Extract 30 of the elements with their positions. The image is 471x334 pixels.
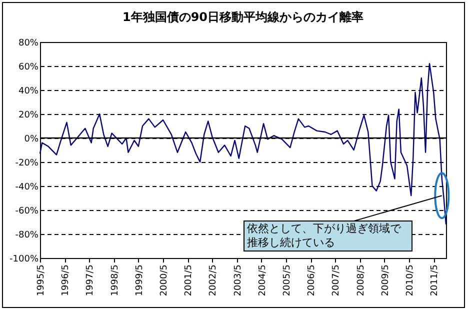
x-tick-label: 2005/5	[282, 264, 293, 296]
x-tick-label: 2003/5	[233, 264, 244, 296]
x-tick-label: 2008/5	[356, 264, 366, 296]
x-tick-label: 2011/5	[430, 264, 440, 296]
y-tick-label: -20%	[15, 158, 39, 168]
line-series	[39, 63, 447, 225]
y-tick-label: -40%	[15, 182, 39, 192]
x-tick-label: 2002/5	[208, 264, 219, 296]
x-tick-label: 2006/5	[307, 264, 318, 296]
y-tick-label: 40%	[18, 86, 39, 96]
x-tick-label: 1999/5	[134, 264, 145, 296]
y-tick-label: -60%	[15, 206, 39, 216]
x-tick-label: 1997/5	[86, 264, 96, 296]
y-tick-label: -80%	[15, 230, 39, 240]
x-tick-label: 2009/5	[380, 264, 391, 296]
x-tick-label: 1998/5	[110, 264, 120, 296]
x-tick-label: 1995/5	[36, 264, 46, 296]
x-tick-label: 1996/5	[61, 264, 72, 296]
y-tick-label: 60%	[18, 62, 39, 72]
x-tick-label: 2001/5	[184, 264, 194, 296]
x-tick-label: 2007/5	[332, 264, 342, 296]
y-tick-label: 80%	[18, 38, 39, 48]
annotation: 依然として、下がり過ぎ領域で推移し続けている	[247, 222, 402, 249]
y-tick-label: 0%	[24, 134, 39, 144]
x-tick-label: 2000/5	[160, 264, 170, 296]
x-tick-label: 2004/5	[258, 264, 268, 296]
y-tick-label: 20%	[18, 110, 39, 120]
y-tick-label: -100%	[10, 254, 39, 264]
chart-title: 1年独国債の90日移動平均線からのカイ離率	[122, 10, 364, 24]
x-tick-label: 2010/5	[406, 264, 416, 296]
